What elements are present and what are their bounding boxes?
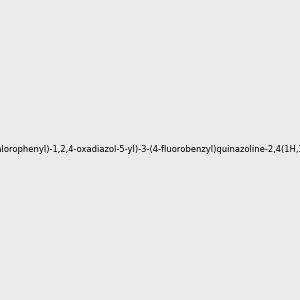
Text: 7-(3-(4-chlorophenyl)-1,2,4-oxadiazol-5-yl)-3-(4-fluorobenzyl)quinazoline-2,4(1H: 7-(3-(4-chlorophenyl)-1,2,4-oxadiazol-5-… [0,146,300,154]
